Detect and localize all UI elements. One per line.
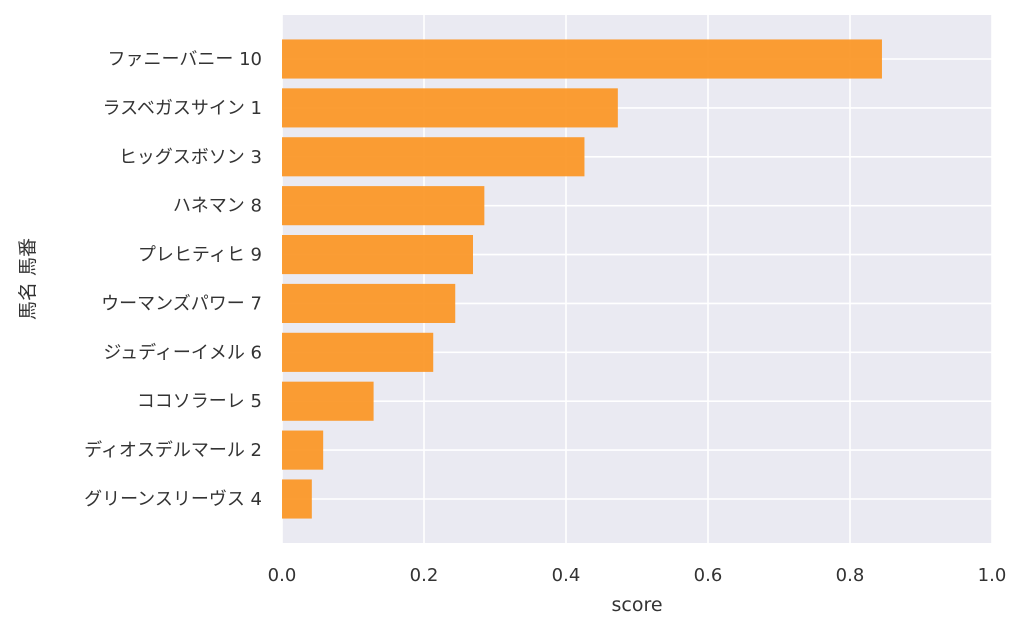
bar (282, 39, 882, 79)
x-tick-label: 0.2 (410, 565, 439, 586)
y-tick-label: ラスベガスサイン 1 (102, 98, 262, 119)
bar (282, 332, 434, 372)
x-tick-label: 0.8 (836, 565, 865, 586)
y-tick-label: グリーンスリーヴス 4 (84, 489, 262, 510)
bars (282, 39, 882, 519)
x-tick-label: 0.4 (552, 565, 581, 586)
y-tick-label: ジュディーイメル 6 (103, 342, 262, 363)
x-tick-labels: 0.0 0.2 0.4 0.6 0.8 1.0 (268, 565, 1007, 586)
y-tick-label: ハネマン 8 (173, 196, 262, 217)
bar (282, 479, 312, 519)
y-tick-label: プレヒティヒ 9 (138, 245, 262, 266)
x-tick-label: 0.0 (268, 565, 297, 586)
bar (282, 235, 473, 275)
x-tick-label: 1.0 (978, 565, 1007, 586)
x-axis-label: score (611, 594, 662, 616)
y-tick-label: ココソラーレ 5 (137, 391, 262, 412)
y-tick-label: ヒッグスボソン 3 (119, 147, 262, 168)
y-axis-label: 馬名 馬番 (17, 238, 39, 320)
bar (282, 430, 324, 470)
bar (282, 88, 618, 128)
y-tick-label: ウーマンズパワー 7 (101, 293, 262, 314)
bar (282, 137, 585, 177)
y-tick-label: ファニーバニー 10 (108, 49, 262, 70)
bar (282, 186, 485, 226)
y-tick-label: ディオスデルマール 2 (84, 440, 262, 461)
y-tick-labels: ファニーバニー 10 ラスベガスサイン 1 ヒッグスボソン 3 ハネマン 8 プレヒティ… (84, 49, 262, 510)
x-tick-label: 0.6 (694, 565, 723, 586)
bar (282, 283, 456, 323)
bar (282, 381, 374, 421)
